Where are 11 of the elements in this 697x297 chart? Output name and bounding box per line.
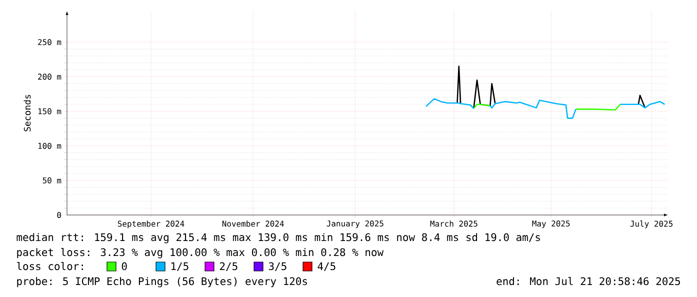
y-axis-title: Seconds xyxy=(24,94,31,132)
legend-label: 4/5 xyxy=(318,262,336,271)
legend-title: loss color: xyxy=(17,262,83,270)
text: packet loss: 3.23 % avg 100.00 % max 0.00 % min 0.28 % now xyxy=(17,248,384,258)
legend-label: 1/5 xyxy=(171,262,188,271)
text: end: Mon Jul 21 20:58:46 2025 xyxy=(496,277,680,286)
legend-label: 0 xyxy=(122,262,127,270)
text: probe: 5 ICMP Echo Pings (56 Bytes) every 120s xyxy=(17,277,307,288)
legend-label: 3/5 xyxy=(268,262,286,271)
text: median rtt: 159.1 ms avg 215.4 ms max 139.0 ms min 159.6 ms now 8.4 ms sd 19.0 am/s xyxy=(16,233,540,244)
legend-label: 2/5 xyxy=(220,262,238,271)
